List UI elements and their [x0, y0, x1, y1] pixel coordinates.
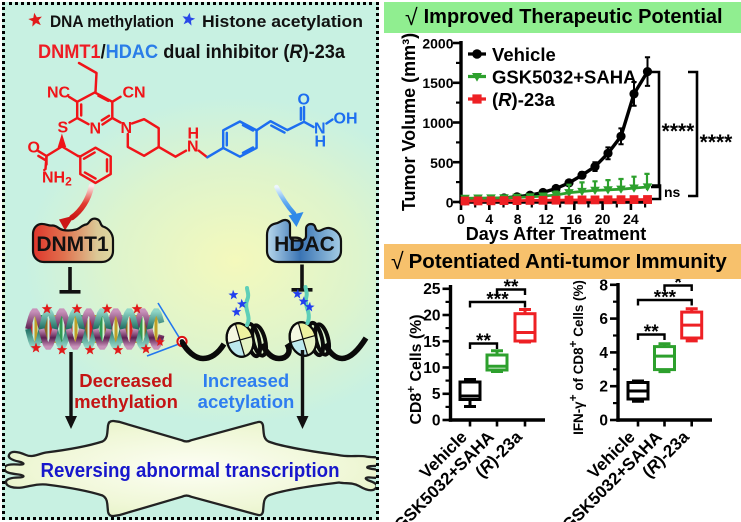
svg-text:N: N	[121, 120, 133, 137]
svg-text:12: 12	[538, 211, 554, 227]
svg-text:5: 5	[432, 386, 441, 403]
svg-text:NC: NC	[47, 85, 71, 102]
svg-text:24: 24	[623, 211, 639, 227]
svg-text:8: 8	[599, 279, 608, 294]
svg-text:N: N	[314, 121, 326, 138]
svg-text:Days After Treatment: Days After Treatment	[466, 224, 646, 244]
svg-text:25: 25	[423, 281, 441, 298]
svg-text:10: 10	[423, 360, 440, 377]
svg-text:*: *	[674, 279, 682, 294]
svg-text:20: 20	[595, 211, 611, 227]
svg-text:Reversing abnormal transcripti: Reversing abnormal transcription	[41, 459, 340, 482]
svg-text:500: 500	[430, 155, 454, 171]
svg-text:1000: 1000	[422, 115, 453, 131]
svg-text:HDAC: HDAC	[274, 233, 335, 256]
svg-text:methylation: methylation	[74, 391, 178, 412]
svg-text:IFN-γ+ of CD8+ Cells (%): IFN-γ+ of CD8+ Cells (%)	[566, 280, 586, 435]
svg-text:****: ****	[662, 120, 696, 143]
svg-text:GSK5032+SAHA: GSK5032+SAHA	[492, 67, 636, 88]
svg-text:***: ***	[654, 288, 677, 309]
svg-text:Vehicle: Vehicle	[492, 44, 556, 65]
svg-text:4: 4	[485, 211, 493, 227]
svg-text:CD8+ Cells (%): CD8+ Cells (%)	[404, 315, 425, 425]
svg-text:0: 0	[432, 413, 441, 430]
svg-text:N: N	[90, 121, 102, 138]
svg-text:8: 8	[514, 211, 522, 227]
svg-text:DNMT1/HDAC dual inhibitor (R)-: DNMT1/HDAC dual inhibitor (R)-23a	[38, 42, 345, 63]
svg-text:**: **	[504, 279, 519, 298]
svg-text:0: 0	[457, 211, 465, 227]
svg-text:N: N	[187, 139, 199, 156]
svg-text:(R)-23a: (R)-23a	[492, 89, 555, 110]
svg-text:1500: 1500	[422, 75, 453, 91]
svg-text:2: 2	[599, 379, 608, 396]
svg-text:O: O	[28, 140, 40, 157]
svg-text:DNMT1: DNMT1	[36, 233, 109, 256]
svg-text:****: ****	[700, 131, 734, 154]
svg-text:Histone acetylation: Histone acetylation	[202, 12, 363, 31]
svg-text:2000: 2000	[422, 36, 453, 52]
svg-text:6: 6	[599, 311, 608, 328]
svg-text:4: 4	[599, 345, 608, 362]
svg-text:Increased: Increased	[203, 370, 289, 391]
svg-text:H: H	[315, 134, 327, 151]
svg-text:OH: OH	[334, 111, 358, 128]
svg-text:15: 15	[423, 334, 441, 351]
svg-text:0: 0	[599, 413, 608, 430]
svg-text:Tumor Volume (mm³): Tumor Volume (mm³)	[399, 33, 419, 211]
svg-text:S: S	[58, 120, 69, 137]
svg-text:20: 20	[423, 308, 440, 325]
svg-text:acetylation: acetylation	[198, 391, 295, 412]
svg-text:***: ***	[486, 290, 509, 311]
svg-text:0: 0	[446, 195, 454, 211]
svg-text:**: **	[476, 331, 491, 352]
svg-text:Decreased: Decreased	[79, 370, 173, 391]
svg-text:**: **	[644, 322, 659, 343]
svg-text:NH2: NH2	[42, 170, 72, 189]
svg-text:DNA methylation: DNA methylation	[50, 12, 174, 31]
svg-text:16: 16	[567, 211, 583, 227]
svg-text:O: O	[298, 92, 310, 109]
svg-text:ns: ns	[664, 184, 681, 200]
svg-text:H: H	[188, 126, 200, 143]
svg-text:CN: CN	[123, 85, 146, 102]
